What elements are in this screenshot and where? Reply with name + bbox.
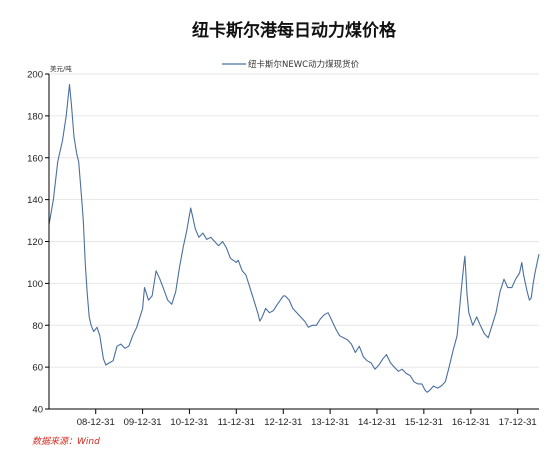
y-tick-label: 80 bbox=[32, 321, 43, 332]
x-tick-label: 17-12-31 bbox=[499, 417, 537, 428]
x-tick-label: 12-12-31 bbox=[264, 417, 302, 428]
x-axis-ticks: 08-12-31 09-12-31 10-12-31 11-12-31 12-12-31… bbox=[77, 409, 537, 428]
legend-label: 纽卡斯尔NEWC动力煤现货价 bbox=[248, 59, 360, 70]
y-axis-unit-label: 美元/吨 bbox=[50, 64, 72, 73]
x-tick-label: 10-12-31 bbox=[170, 417, 208, 428]
x-tick-label: 14-12-31 bbox=[358, 417, 396, 428]
x-tick-label: 16-12-31 bbox=[452, 417, 490, 428]
series-line bbox=[48, 83, 540, 393]
legend: 纽卡斯尔NEWC动力煤现货价 bbox=[222, 59, 360, 70]
chart-title: 纽卡斯尔港每日动力煤价格 bbox=[192, 20, 397, 41]
x-tick-label: 11-12-31 bbox=[218, 417, 255, 428]
y-tick-label: 120 bbox=[27, 237, 43, 248]
y-tick-label: 40 bbox=[32, 405, 43, 416]
series-layer bbox=[48, 83, 540, 393]
y-tick-label: 140 bbox=[27, 195, 43, 206]
x-tick-label: 08-12-31 bbox=[77, 417, 115, 428]
gridlines bbox=[49, 73, 539, 368]
y-axis-ticks: 40 60 80 100 120 140 160 180 200 bbox=[27, 70, 49, 416]
x-tick-label: 09-12-31 bbox=[124, 417, 162, 428]
y-tick-label: 100 bbox=[27, 279, 43, 290]
x-tick-label: 15-12-31 bbox=[405, 417, 443, 428]
y-tick-label: 200 bbox=[27, 70, 43, 81]
data-source-note: 数据来源：Wind bbox=[32, 436, 100, 447]
x-tick-label: 13-12-31 bbox=[311, 417, 349, 428]
y-tick-label: 180 bbox=[27, 111, 43, 122]
y-tick-label: 160 bbox=[27, 153, 43, 164]
y-tick-label: 60 bbox=[32, 363, 43, 374]
